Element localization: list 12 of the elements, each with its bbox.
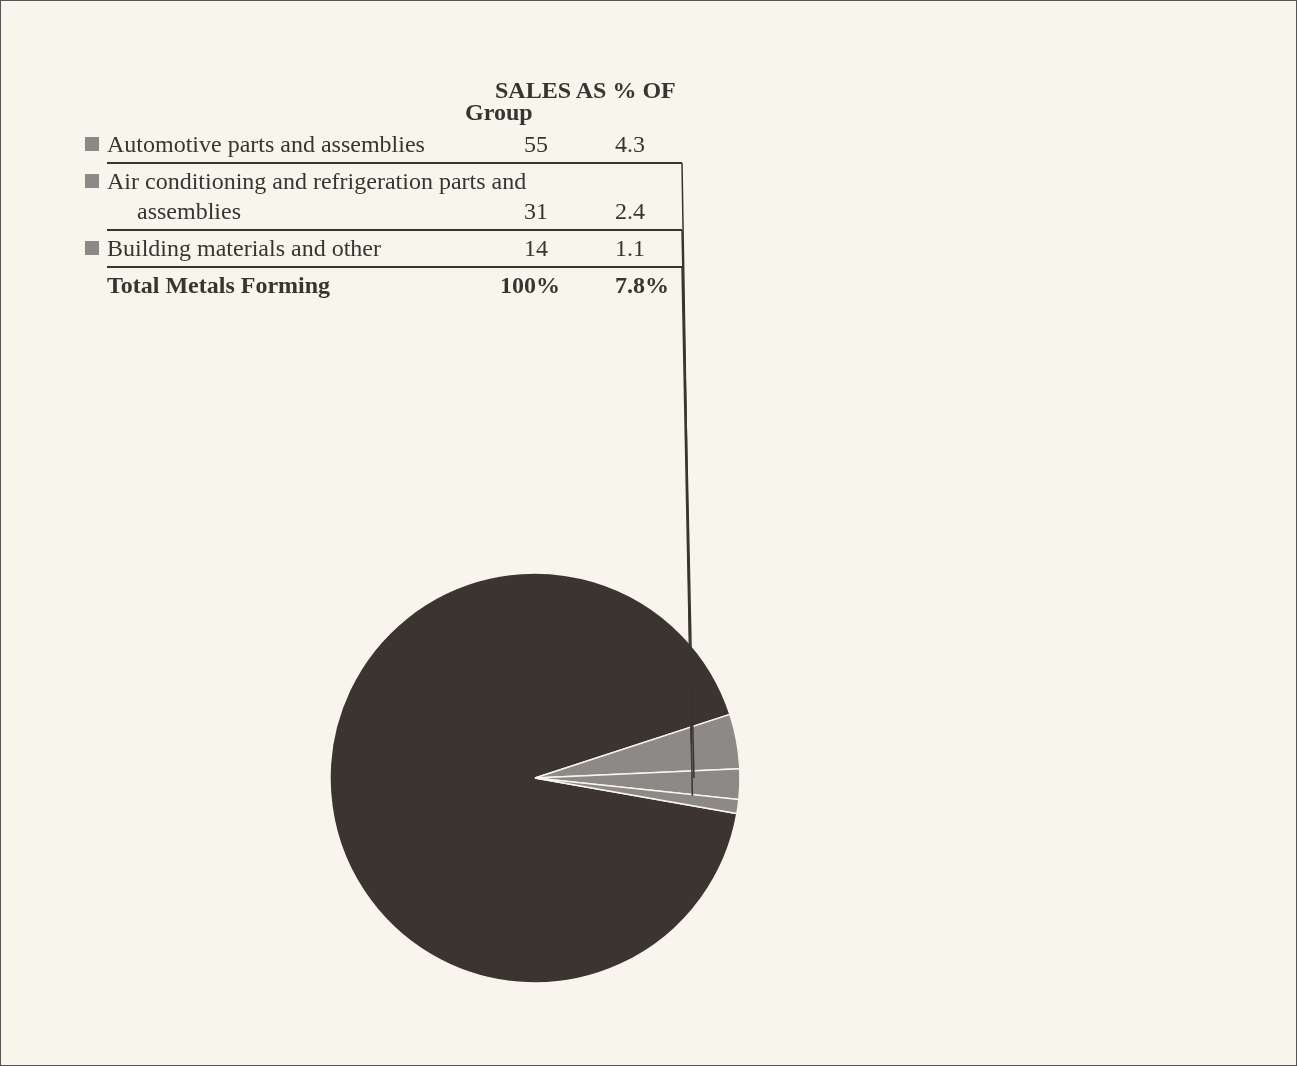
text: 4.3 xyxy=(615,130,645,159)
pie-slice xyxy=(329,572,738,984)
text: 100% xyxy=(500,271,560,300)
text: 2.4 xyxy=(615,197,645,226)
text: 55 xyxy=(524,130,548,159)
text: Total Metals Forming xyxy=(107,271,331,300)
text: 7.8% xyxy=(615,271,669,300)
legend-label: Building materials and other xyxy=(107,235,381,261)
text: 14 xyxy=(524,234,548,263)
legend-label: Automotive parts and assemblies xyxy=(107,131,425,157)
text: 1.1 xyxy=(615,234,645,263)
text: 31 xyxy=(524,197,548,226)
